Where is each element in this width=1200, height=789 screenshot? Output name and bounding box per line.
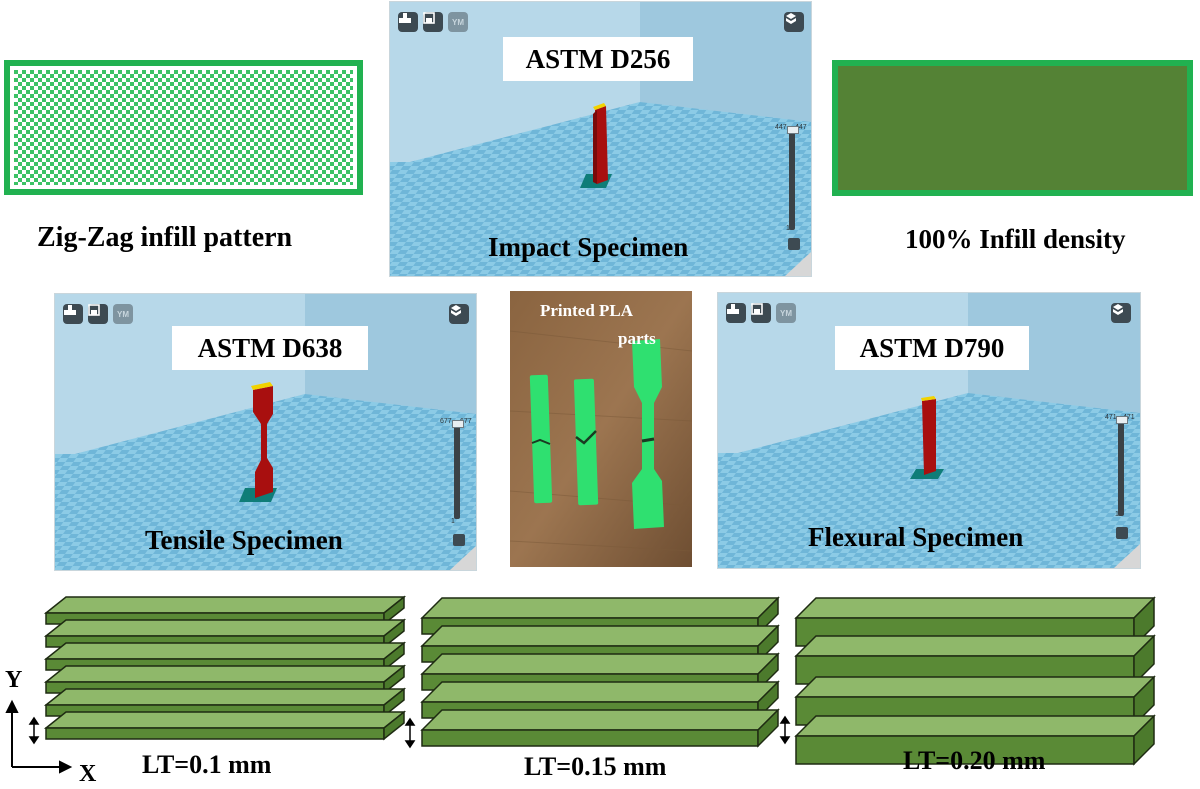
impact-slider-top-value: 447 — [775, 124, 787, 131]
view-mode-icon[interactable] — [1111, 303, 1131, 323]
layer-view-icon[interactable] — [453, 534, 465, 546]
axis-y-label: Y — [5, 667, 23, 693]
flexural-caption: Flexural Specimen — [808, 522, 1024, 552]
lt-020-thickness-arrow — [779, 715, 791, 745]
impact-layer-slider[interactable] — [789, 130, 795, 230]
save-icon[interactable] — [751, 303, 771, 323]
lt-01-stack — [28, 595, 407, 745]
impact-slider-knob[interactable] — [787, 126, 799, 134]
flexural-specimen-panel: YM ASTM D790 471 471 1 Flexural Specimen — [717, 292, 1141, 569]
save-icon[interactable] — [88, 304, 108, 324]
zigzag-infill-image — [4, 60, 363, 195]
layer-view-icon[interactable] — [1116, 527, 1128, 539]
flexural-scene — [718, 293, 1140, 568]
view-mode-icon[interactable] — [784, 12, 804, 32]
load-model-icon[interactable] — [398, 12, 418, 32]
layer-view-icon[interactable] — [788, 238, 800, 250]
tensile-caption: Tensile Specimen — [145, 525, 343, 555]
zigzag-infill-caption: Zig-Zag infill pattern — [37, 222, 293, 253]
load-model-icon[interactable] — [63, 304, 83, 324]
printed-parts-image — [510, 291, 692, 567]
tensile-layer-slider[interactable] — [454, 424, 460, 519]
load-model-icon[interactable] — [726, 303, 746, 323]
tensile-standard-label: ASTM D638 — [172, 326, 368, 370]
tensile-specimen-panel: YM ASTM D638 677 677 1 Tensile Specimen — [54, 293, 477, 571]
save-icon[interactable] — [423, 12, 443, 32]
xy-axes — [5, 699, 73, 774]
impact-slider-bottom-value: 1 — [786, 225, 790, 232]
youmagine-icon[interactable]: YM — [776, 303, 796, 323]
tensile-scene — [55, 294, 476, 570]
lt-020-caption: LT=0.20 mm — [903, 746, 1046, 775]
impact-standard-label: ASTM D256 — [503, 37, 693, 81]
printed-parts-photo: Printed PLA parts — [510, 291, 692, 567]
impact-slider-top-value-right: 447 — [795, 124, 807, 131]
impact-caption: Impact Specimen — [488, 232, 689, 262]
flexural-slider-top-value: 471 — [1105, 414, 1117, 421]
tensile-slider-bottom-value: 1 — [451, 518, 455, 525]
tensile-slider-top-value: 677 — [440, 418, 452, 425]
lt-015-caption: LT=0.15 mm — [524, 752, 667, 781]
zigzag-pattern-fill — [14, 70, 353, 185]
impact-specimen-panel: YM ASTM D256 447 447 1 Impact Specimen — [389, 1, 812, 277]
lt-015-stack — [404, 596, 780, 749]
layer-thickness-illustration — [5, 595, 1156, 774]
lt-01-caption: LT=0.1 mm — [142, 750, 272, 779]
view-mode-icon[interactable] — [449, 304, 469, 324]
youmagine-icon[interactable]: YM — [113, 304, 133, 324]
lt-015-thickness-arrow — [404, 717, 416, 749]
flexural-slider-top-value-right: 471 — [1123, 414, 1135, 421]
flexural-standard-label: ASTM D790 — [835, 326, 1029, 370]
infill-density-caption: 100% Infill density — [905, 224, 1126, 254]
axis-x-label: X — [79, 761, 97, 787]
full-infill-image — [832, 60, 1193, 196]
flexural-slider-bottom-value: 1 — [1115, 511, 1119, 518]
flexural-layer-slider[interactable] — [1118, 420, 1124, 516]
tensile-slider-top-value-right: 677 — [460, 418, 472, 425]
tensile-slider-knob[interactable] — [452, 420, 464, 428]
photo-caption-line2: parts — [618, 329, 656, 348]
lt-020-stack — [779, 596, 1156, 766]
photo-caption-line1: Printed PLA — [540, 301, 634, 320]
youmagine-icon[interactable]: YM — [448, 12, 468, 32]
lt-01-thickness-arrow — [28, 716, 40, 745]
flexural-slider-knob[interactable] — [1116, 416, 1128, 424]
